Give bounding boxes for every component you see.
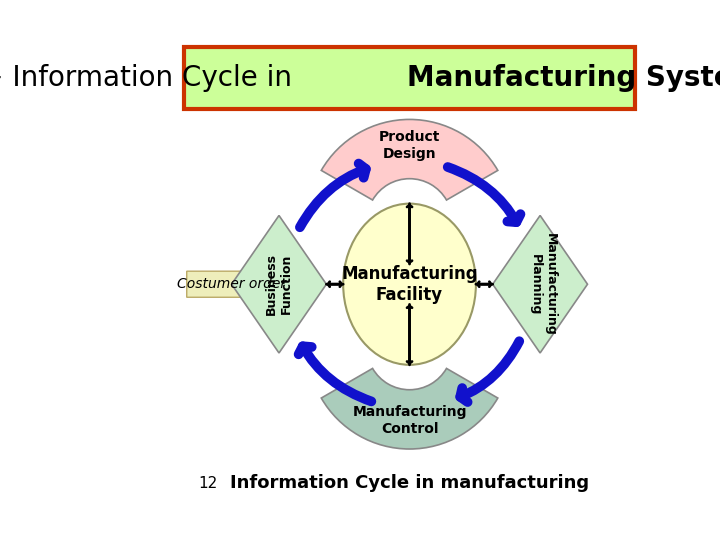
Wedge shape [321, 119, 498, 200]
Text: 1b− Information Cycle in: 1b− Information Cycle in [0, 64, 300, 92]
Polygon shape [232, 215, 326, 353]
Text: Product
Design: Product Design [379, 130, 440, 160]
Polygon shape [492, 215, 588, 353]
Text: 12: 12 [199, 476, 218, 491]
FancyBboxPatch shape [184, 47, 635, 109]
FancyArrow shape [186, 263, 276, 306]
Text: Manufacturing
Control: Manufacturing Control [352, 406, 467, 436]
Text: Information Cycle in manufacturing: Information Cycle in manufacturing [230, 474, 589, 492]
Wedge shape [321, 368, 498, 449]
Text: Manufacturing System: Manufacturing System [408, 64, 720, 92]
Text: Manufacturing
Facility: Manufacturing Facility [341, 265, 478, 303]
Ellipse shape [343, 204, 476, 365]
Text: Costumer order: Costumer order [177, 277, 287, 291]
Text: Manufacturing
Planning: Manufacturing Planning [528, 233, 557, 335]
Text: Business
Function: Business Function [265, 253, 293, 315]
